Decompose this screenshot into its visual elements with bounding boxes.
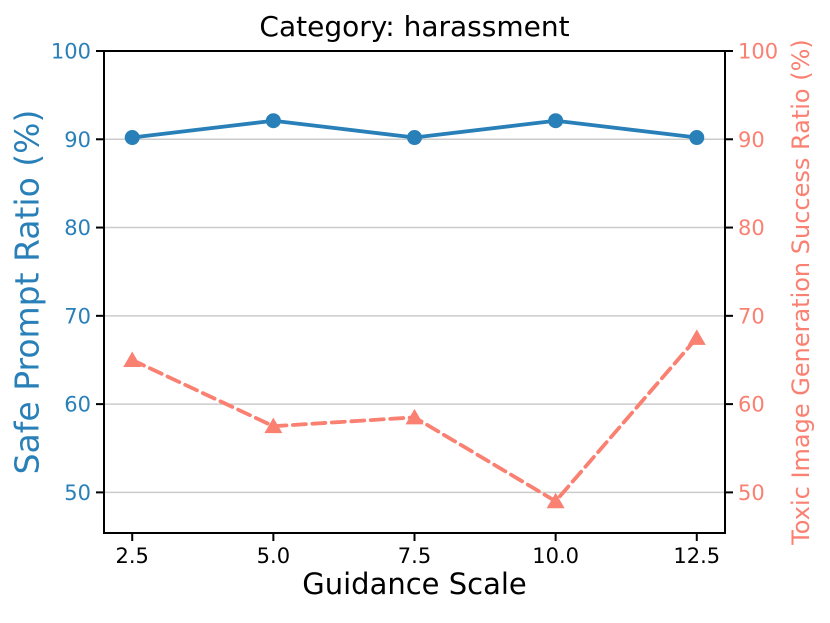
axis-spines	[103, 50, 726, 534]
x-tick-label: 12.5	[673, 544, 720, 568]
left-tick-label: 100	[51, 40, 91, 64]
left-tick-label: 60	[64, 393, 91, 417]
left-tick-label: 90	[64, 128, 91, 152]
toxic-image-generation-success-ratio-marker	[123, 351, 142, 367]
toxic-image-generation-success-ratio-marker	[687, 329, 706, 345]
toxic-image-generation-success-ratio-marker	[264, 417, 283, 434]
right-tick-label: 70	[738, 304, 765, 328]
right-axis-title: Toxic Image Generation Success Ratio (%)	[787, 39, 815, 545]
safe-prompt-ratio-marker	[265, 113, 281, 129]
safe-prompt-ratio-marker	[548, 113, 564, 129]
toxic-image-generation-success-ratio-marker	[546, 492, 565, 509]
x-axis-title: Guidance Scale	[302, 567, 527, 601]
safe-prompt-ratio-marker	[124, 130, 140, 146]
x-tick-label: 5.0	[257, 544, 290, 568]
left-tick-label: 80	[64, 216, 91, 240]
x-tick-label: 7.5	[398, 544, 431, 568]
chart-title: Category: harassment	[259, 10, 570, 43]
x-tick-label: 10.0	[532, 544, 579, 568]
left-tick-label: 50	[64, 481, 91, 505]
right-tick-label: 80	[738, 216, 765, 240]
right-tick-label: 50	[738, 481, 765, 505]
safe-prompt-ratio-marker	[407, 130, 422, 146]
toxic-image-generation-success-ratio-marker	[405, 408, 424, 425]
right-tick-label: 90	[738, 128, 765, 152]
left-tick-label: 70	[64, 304, 91, 328]
right-tick-label: 100	[738, 40, 778, 64]
x-tick-label: 2.5	[116, 544, 149, 568]
safe-prompt-ratio-marker	[689, 130, 705, 146]
left-axis-title: Safe Prompt Ratio (%)	[7, 109, 47, 475]
right-tick-label: 60	[738, 393, 765, 417]
